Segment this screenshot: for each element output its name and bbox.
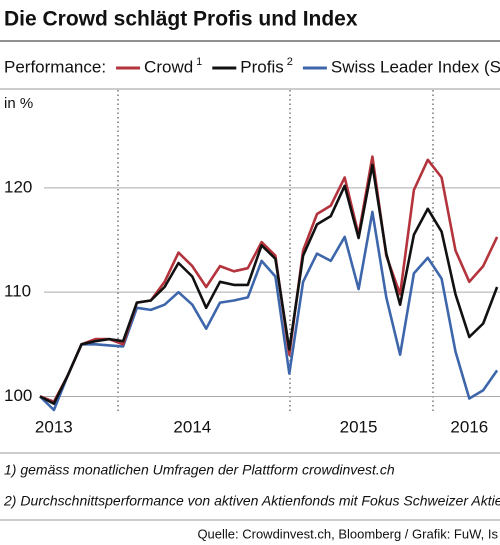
legend-label: Swiss Leader Index (SLI)	[331, 57, 500, 76]
y-tick-label: 110	[4, 282, 31, 301]
source: Quelle: Crowdinvest.ch, Bloomberg / Graf…	[197, 526, 498, 541]
series-line	[39, 163, 499, 405]
y-axis-label: in %	[4, 95, 33, 112]
legend-label: Profis	[240, 57, 283, 76]
chart-title: Die Crowd schlägt Profis und Index	[4, 8, 358, 31]
footnote: 1) gemäss monatlichen Umfragen der Platt…	[4, 462, 395, 478]
legend-title: Performance:	[4, 57, 106, 76]
y-tick-label: 120	[4, 177, 32, 196]
footnote: 2) Durchschnittsperformance von aktiven …	[3, 493, 500, 509]
legend-note: 2	[287, 56, 293, 68]
series-line	[39, 210, 499, 412]
x-tick-label: 2016	[450, 417, 488, 436]
legend-note: 1	[196, 56, 202, 68]
x-tick-label: 2014	[173, 417, 211, 436]
x-tick-label: 2013	[35, 417, 73, 436]
x-tick-label: 2015	[340, 417, 378, 436]
y-tick-label: 100	[4, 386, 32, 405]
series-line	[39, 155, 499, 403]
legend-label: Crowd	[144, 57, 193, 76]
